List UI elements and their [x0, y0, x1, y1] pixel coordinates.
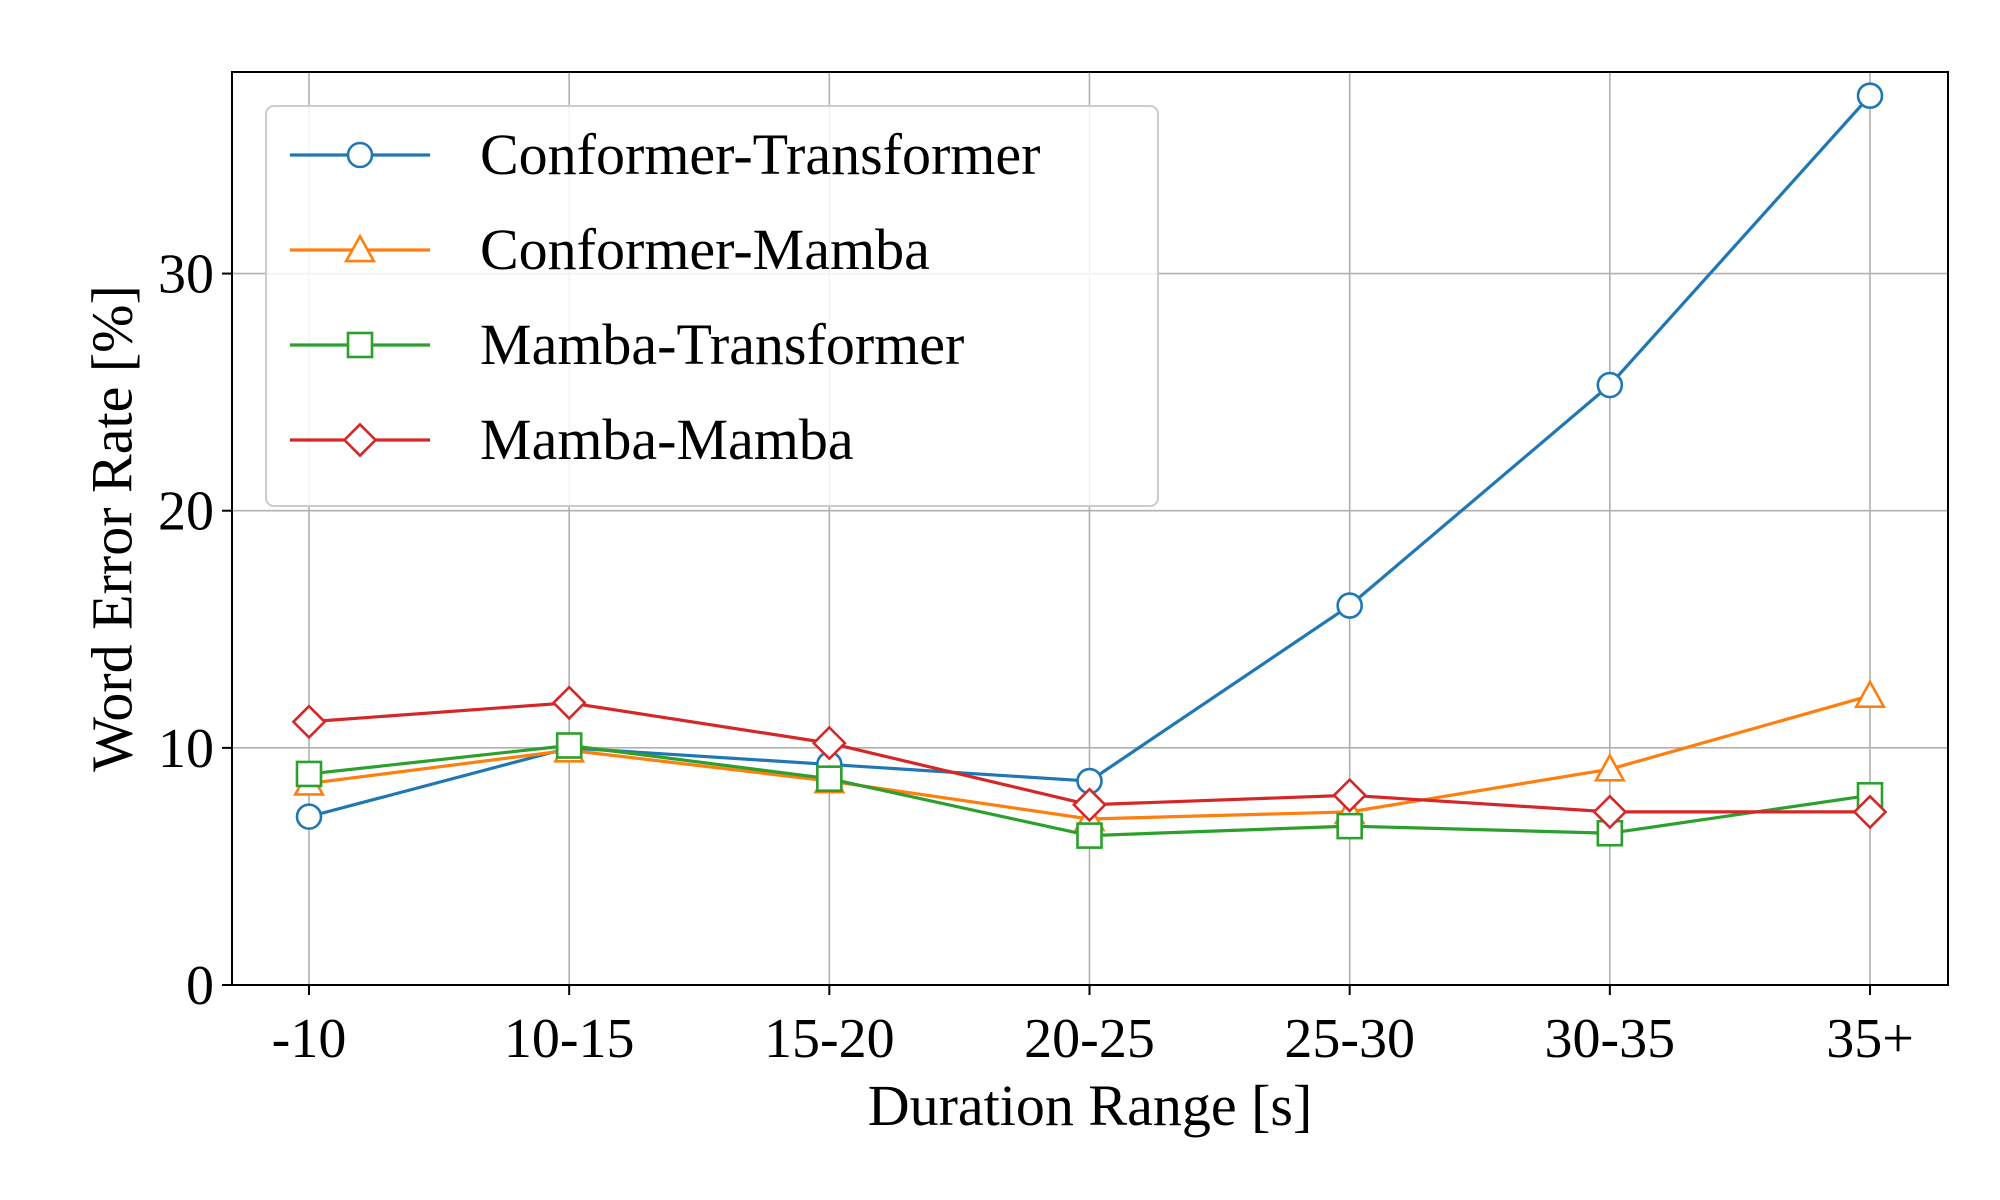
legend-label: Mamba-Mamba	[480, 407, 854, 472]
data-point-mamba-mamba	[1332, 777, 1368, 813]
data-point-mamba-mamba	[1592, 794, 1628, 830]
data-point-conformer-transformer	[1596, 371, 1624, 399]
y-axis-ticks: 0 10 20 30	[158, 244, 232, 1017]
x-tick-label: 35+	[1826, 1008, 1914, 1070]
data-point-mamba-transformer	[555, 732, 583, 759]
legend-label: Conformer-Mamba	[480, 217, 930, 282]
legend-swatch-marker	[343, 233, 377, 263]
data-point-mamba-mamba	[811, 725, 847, 761]
y-tick-label: 0	[186, 955, 214, 1017]
y-tick-label: 30	[158, 244, 214, 306]
data-point-conformer-transformer	[1856, 82, 1884, 110]
legend-entry-conformer-mamba: Conformer-Mamba	[290, 217, 930, 282]
x-tick-label: 15-20	[764, 1008, 895, 1070]
x-tick-label: -10	[272, 1008, 347, 1070]
data-point-mamba-transformer	[1336, 812, 1363, 840]
x-tick-label: 25-30	[1284, 1008, 1415, 1070]
x-tick-label: 30-35	[1545, 1008, 1676, 1070]
x-axis-ticks: -10 10-15 15-20 20-25 25-30 30-35 35+	[272, 985, 1914, 1070]
data-point-mamba-mamba	[551, 685, 587, 721]
data-point-mamba-mamba	[1852, 794, 1888, 830]
data-point-mamba-transformer	[1076, 822, 1103, 849]
x-axis-title: Duration Range [s]	[868, 1073, 1313, 1138]
legend-swatch-marker	[342, 422, 378, 458]
data-point-mamba-transformer	[295, 760, 323, 788]
x-tick-label: 10-15	[504, 1008, 635, 1070]
series-layer	[291, 82, 1888, 849]
legend-label: Conformer-Transformer	[480, 122, 1040, 187]
data-point-conformer-mamba	[1593, 752, 1626, 782]
legend-entry-mamba-transformer: Mamba-Transformer	[290, 312, 964, 377]
data-point-mamba-mamba	[1072, 787, 1107, 823]
data-point-conformer-transformer	[295, 803, 323, 830]
legend-entry-conformer-transformer: Conformer-Transformer	[290, 122, 1040, 187]
legend-swatch-marker	[346, 331, 374, 359]
series-mamba-mamba	[291, 685, 1888, 830]
x-tick-label: 20-25	[1024, 1008, 1155, 1070]
y-tick-label: 10	[158, 718, 214, 780]
data-point-mamba-mamba	[291, 704, 327, 740]
legend-label: Mamba-Transformer	[480, 312, 964, 377]
legend-swatch-marker	[346, 141, 374, 169]
data-point-conformer-mamba	[1853, 679, 1887, 709]
data-point-mamba-transformer	[816, 765, 843, 792]
data-point-conformer-transformer	[1336, 592, 1363, 619]
series-mamba-transformer	[295, 732, 1884, 849]
legend: Conformer-Transformer Conformer-Mamba Mamb…	[265, 105, 1159, 507]
legend-entry-mamba-mamba: Mamba-Mamba	[290, 407, 854, 472]
legend-box	[265, 105, 1159, 507]
y-tick-label: 20	[158, 481, 214, 543]
y-axis-title: Word Error Rate [%]	[79, 285, 144, 772]
